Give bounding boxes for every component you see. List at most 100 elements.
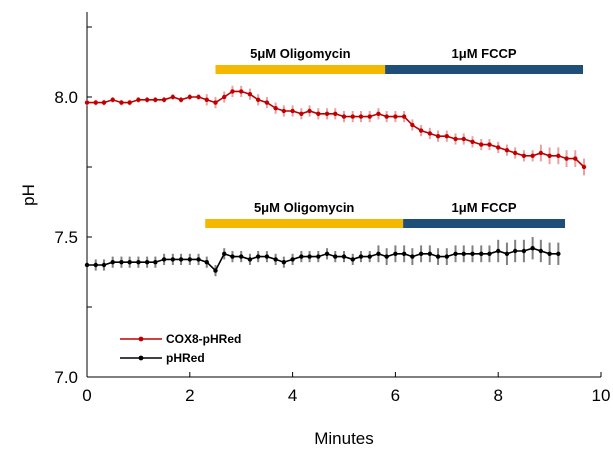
treatment-bar-label: 5μM Oligomycin [254, 200, 354, 215]
data-point [564, 156, 569, 161]
data-point [213, 100, 218, 105]
data-point [504, 148, 510, 153]
data-point [161, 97, 167, 103]
data-point [504, 251, 510, 256]
data-point [316, 254, 321, 259]
data-point [367, 114, 372, 119]
data-point [333, 254, 338, 259]
data-point [521, 248, 527, 254]
legend-marker [138, 355, 144, 361]
data-point [479, 142, 484, 147]
data-point [255, 254, 261, 259]
axes [86, 12, 601, 378]
data-point [479, 251, 484, 256]
data-point [101, 100, 107, 105]
data-point [358, 114, 364, 119]
y-tick-label: 8.0 [54, 88, 78, 107]
data-point [93, 100, 98, 105]
data-point [196, 94, 201, 100]
data-point [444, 134, 449, 139]
data-point [384, 114, 389, 119]
data-point [350, 257, 355, 262]
data-point [273, 106, 278, 111]
series-line [87, 90, 585, 168]
data-point [418, 251, 424, 256]
data-point [435, 254, 441, 259]
data-point [110, 260, 115, 265]
data-point [496, 145, 501, 150]
data-point [435, 134, 441, 139]
data-point [127, 260, 132, 265]
legend: COX8-pHRed pHRed [120, 332, 241, 365]
treatment-bar [205, 219, 404, 228]
data-point [127, 100, 132, 105]
x-tick-label: 8 [493, 386, 502, 405]
data-point [264, 254, 270, 259]
data-point [307, 254, 312, 259]
y-axis-title: pH [19, 184, 38, 206]
data-point [410, 122, 415, 128]
data-point [316, 111, 321, 117]
data-point [341, 254, 347, 259]
data-point [247, 257, 253, 262]
data-point [358, 254, 364, 259]
data-point [239, 254, 244, 259]
series-layer [84, 85, 587, 277]
data-point [376, 251, 381, 256]
data-point [153, 260, 158, 265]
data-point [538, 150, 544, 156]
legend-label: COX8-pHRed [166, 332, 241, 346]
data-point [512, 150, 518, 156]
data-point [119, 100, 124, 105]
data-point [512, 248, 518, 254]
treatment-bar-label: 5μM Oligomycin [250, 46, 350, 61]
treatment-bars: 5μM Oligomycin 1μM FCCP 5μM Oligomycin 1μM … [205, 46, 584, 228]
x-tick-label: 10 [592, 386, 611, 405]
legend-label: pHRed [166, 351, 205, 365]
data-point [487, 142, 492, 147]
data-point [101, 262, 107, 268]
x-tick-label: 0 [82, 386, 91, 405]
data-point [470, 139, 475, 144]
data-point [178, 97, 184, 103]
data-point [496, 248, 501, 254]
data-point [401, 114, 407, 119]
data-point [281, 108, 287, 114]
data-point [573, 156, 578, 161]
data-point [461, 136, 466, 142]
data-point [153, 97, 158, 103]
data-point [461, 251, 466, 256]
data-point [418, 128, 424, 133]
data-point [453, 251, 458, 256]
data-point [136, 97, 141, 103]
data-point [136, 260, 141, 265]
data-point [255, 97, 261, 103]
data-point [144, 260, 150, 265]
data-point [273, 257, 278, 262]
data-point [187, 257, 192, 262]
treatment-bar [215, 65, 386, 74]
y-tick-label: 7.5 [54, 228, 78, 247]
data-point [521, 153, 527, 158]
data-point [453, 136, 458, 142]
data-point [401, 251, 407, 256]
data-point [556, 251, 561, 256]
data-point [444, 254, 449, 259]
data-point [341, 114, 347, 119]
data-point [350, 114, 355, 119]
series-cox8-phred [84, 85, 587, 176]
data-point [230, 254, 235, 259]
data-point [547, 251, 552, 256]
data-point [538, 248, 544, 254]
data-point [222, 251, 227, 256]
treatment-bar [403, 219, 566, 228]
data-point [393, 114, 398, 119]
data-point [161, 257, 167, 262]
data-point [487, 251, 492, 256]
data-point [410, 254, 415, 259]
data-point [290, 257, 295, 262]
data-point [144, 97, 150, 103]
data-point [84, 262, 90, 268]
data-point [427, 131, 433, 136]
